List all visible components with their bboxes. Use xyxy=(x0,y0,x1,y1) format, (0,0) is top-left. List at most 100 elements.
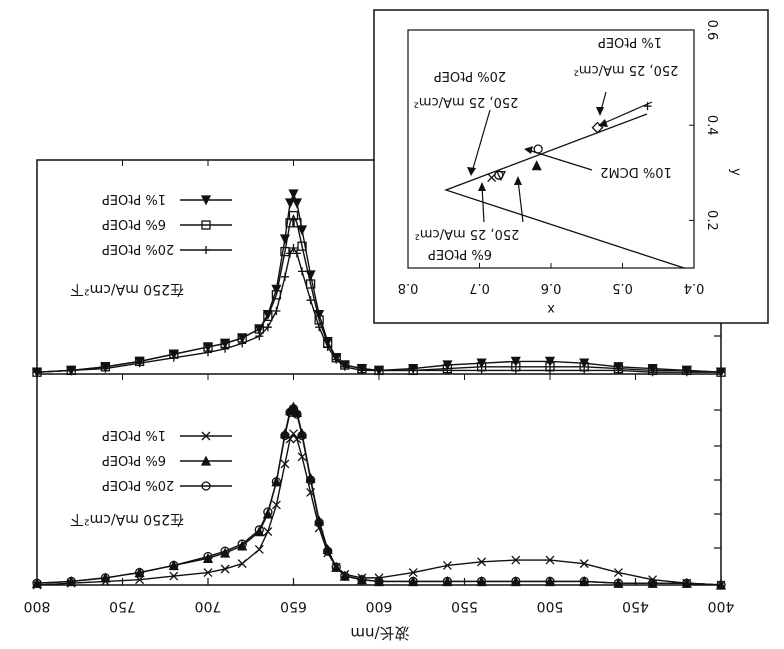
x-axis-ticks: 800 750 700 650 600 550 500 450 400 xyxy=(24,160,735,614)
data-point xyxy=(291,198,302,209)
data-point xyxy=(203,551,213,562)
data-point xyxy=(298,267,307,276)
arrowhead-dcm2 xyxy=(524,146,533,154)
arrow-20pct xyxy=(471,109,491,173)
inset-y-axis-label: y xyxy=(728,168,743,176)
data-point xyxy=(476,576,487,587)
data-point xyxy=(323,546,333,556)
legend-label: 20% PtOEP xyxy=(102,241,174,256)
data-point xyxy=(203,568,213,577)
data-point xyxy=(220,546,230,556)
data-point xyxy=(169,353,178,362)
data-point xyxy=(67,366,76,375)
inset-annotations: 1% PtOEP 250, 25 mA/cm² 20% PtOEP 250, 2… xyxy=(414,34,679,261)
data-point xyxy=(297,241,307,251)
data-point xyxy=(296,225,308,236)
data-point xyxy=(100,573,111,583)
inset-y-tick-label: 0.2 xyxy=(704,210,719,231)
data-point xyxy=(340,571,350,581)
data-point xyxy=(280,246,290,257)
data-point xyxy=(254,525,264,535)
data-point xyxy=(289,429,298,439)
data-point xyxy=(408,568,418,577)
inset-x-tick-label: 0.6 xyxy=(541,280,562,295)
data-point xyxy=(33,368,41,377)
data-point xyxy=(263,311,273,322)
data-point xyxy=(292,409,302,419)
x-tick-label: 700 xyxy=(195,598,222,614)
arrowhead-1pct xyxy=(596,107,604,116)
inset-x-tick-label: 0.4 xyxy=(684,280,705,295)
data-point xyxy=(511,576,521,587)
data-point xyxy=(263,527,273,537)
inset-point-6ptoep xyxy=(531,160,542,171)
data-point xyxy=(306,296,315,305)
arrow-1pct-b xyxy=(601,101,653,125)
data-point xyxy=(717,368,725,377)
arrowhead-6pct-b xyxy=(514,176,522,185)
inset-y-tick-label: 0.6 xyxy=(704,20,719,41)
data-point xyxy=(314,518,324,528)
top-panel-legend: 1% PtOEP 6% PtOEP 20% PtOEP xyxy=(102,191,232,256)
arrow-6pct xyxy=(481,185,485,223)
data-point xyxy=(580,366,589,375)
data-point xyxy=(169,571,179,581)
inset-x-tick-label: 0.5 xyxy=(612,280,633,295)
data-point xyxy=(66,576,76,587)
data-point xyxy=(280,272,289,281)
data-point xyxy=(331,562,341,572)
x-tick-label: 600 xyxy=(366,598,393,614)
data-point xyxy=(238,339,247,348)
x-axis-label: 波长/nm xyxy=(350,624,409,642)
data-point xyxy=(648,368,657,377)
data-point xyxy=(297,452,307,462)
inset-x-tick-label: 0.7 xyxy=(469,280,490,295)
x-tick-label: 650 xyxy=(280,598,307,614)
data-point xyxy=(357,575,367,585)
bottom-panel-annotation: 在250 mA/cm²下 xyxy=(70,511,184,527)
arrowhead-6pct xyxy=(478,182,486,191)
x-tick-label: 500 xyxy=(537,598,564,614)
data-point xyxy=(263,323,272,332)
data-point xyxy=(292,218,302,228)
inset-data-points xyxy=(487,102,652,183)
data-point xyxy=(32,578,42,588)
top-panel-annotation: 在250 mA/cm²下 xyxy=(70,281,184,297)
legend-marker xyxy=(201,220,211,230)
x-tick-label: 800 xyxy=(24,598,51,614)
data-point xyxy=(305,279,316,289)
arrow-6pct-b xyxy=(517,179,524,223)
data-point xyxy=(305,475,316,485)
legend-label: 1% PtOEP xyxy=(102,191,166,206)
cie-inset: 0.8 0.7 0.6 0.5 0.4 0.2 0.4 0.6 x y 1% PtOEP 2… xyxy=(373,9,769,324)
data-point xyxy=(613,568,623,577)
data-point xyxy=(374,576,384,587)
legend-marker xyxy=(202,246,210,254)
main-plot: 800 750 700 650 600 550 500 450 400 1% PtOEP 6% P… xyxy=(24,159,735,642)
data-point xyxy=(323,343,332,351)
data-point xyxy=(280,459,290,469)
data-point xyxy=(510,356,521,367)
data-point xyxy=(297,430,307,441)
inset-background xyxy=(373,9,769,324)
data-point xyxy=(545,576,555,587)
data-point xyxy=(237,539,247,549)
data-point xyxy=(682,578,692,588)
data-point xyxy=(204,348,212,357)
data-point xyxy=(237,559,247,569)
data-point xyxy=(292,249,301,258)
label-1pct: 1% PtOEP xyxy=(598,34,662,49)
inset-y-tick-label: 0.4 xyxy=(704,115,719,136)
x-tick-label: 550 xyxy=(451,598,478,614)
data-point xyxy=(101,364,110,373)
data-point xyxy=(289,244,298,252)
label-20pct: 20% PtOEP xyxy=(434,68,506,83)
data-point xyxy=(271,500,281,510)
data-point xyxy=(442,576,453,587)
data-point xyxy=(579,576,589,587)
label-1pct-cond: 250, 25 mA/cm² xyxy=(574,62,679,77)
x-tick-label: 400 xyxy=(708,598,735,614)
data-point xyxy=(544,356,556,367)
data-point xyxy=(477,557,487,567)
